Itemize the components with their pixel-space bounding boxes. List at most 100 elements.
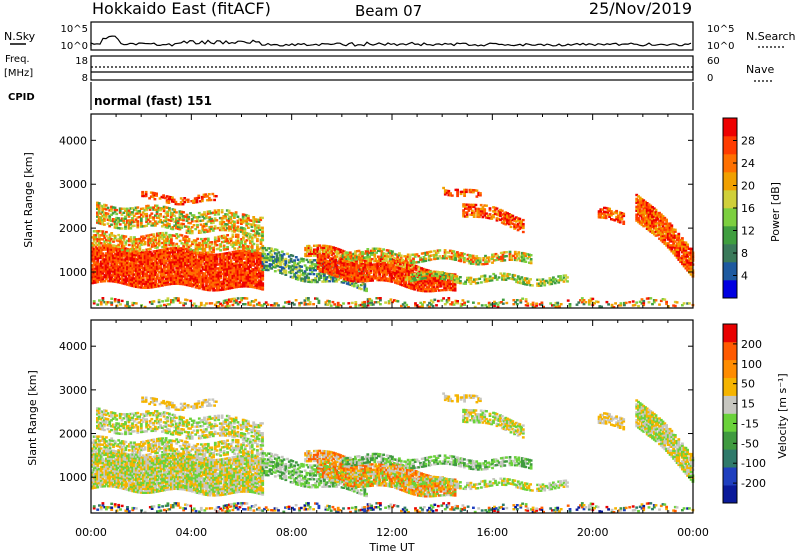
echo-cell: [205, 260, 208, 264]
echo-cell: [383, 275, 387, 278]
echo-cell: [411, 283, 415, 287]
echo-cell: [133, 255, 136, 258]
echo-cell: [199, 275, 203, 278]
echo-cell: [254, 262, 258, 266]
echo-cell: [168, 261, 172, 264]
echo-cell: [129, 256, 133, 260]
echo-cell: [256, 269, 259, 272]
echo-cell: [316, 261, 320, 265]
echo-cell: [164, 277, 168, 280]
echo-cell: [183, 197, 187, 200]
echo-cell: [108, 254, 112, 257]
echo-cell: [406, 253, 410, 256]
echo-cell: [369, 261, 372, 265]
echo-cell: [385, 269, 388, 272]
echo-cell: [157, 206, 161, 210]
echo-cell: [217, 269, 221, 272]
echo-cell: [307, 260, 310, 264]
echo-cell: [175, 260, 179, 264]
echo-cell: [166, 251, 170, 254]
echo-cell: [242, 238, 245, 241]
echo-cell: [235, 276, 238, 279]
echo-cell: [215, 253, 219, 256]
echo-cell: [139, 207, 143, 211]
echo-cell: [213, 211, 217, 214]
echo-cell: [212, 289, 215, 292]
echo-cell: [103, 205, 106, 208]
echo-cell: [103, 276, 107, 279]
echo-cell: [201, 252, 205, 255]
echo-cell: [189, 231, 192, 235]
echo-cell: [347, 281, 351, 284]
echo-cell: [418, 272, 422, 275]
echo-cell: [358, 274, 362, 277]
echo-cell: [120, 262, 124, 265]
echo-cell: [166, 239, 170, 243]
echo-cell: [220, 286, 224, 289]
echo-cell: [387, 269, 390, 273]
echo-cell: [92, 267, 96, 271]
echo-cell: [396, 255, 400, 259]
echo-cell: [378, 247, 382, 251]
echo-cell: [208, 279, 212, 282]
echo-cell: [374, 259, 378, 263]
echo-cell: [405, 261, 408, 264]
echo-cell: [219, 243, 222, 246]
echo-cell: [91, 254, 94, 257]
echo-cell: [252, 218, 256, 221]
echo-cell: [224, 262, 228, 265]
echo-cell: [420, 267, 423, 270]
echo-cell: [94, 230, 98, 233]
echo-cell: [222, 256, 226, 259]
echo-cell: [94, 253, 98, 256]
echo-cell: [448, 280, 452, 284]
echo-cell: [159, 207, 162, 210]
echo-cell: [238, 241, 242, 245]
echo-cell: [329, 259, 332, 262]
echo-cell: [115, 265, 119, 268]
echo-cell: [110, 244, 114, 247]
echo-cell: [206, 212, 210, 215]
echo-cell: [110, 274, 114, 277]
echo-cell: [169, 227, 173, 230]
echo-cell: [424, 257, 428, 260]
echo-cell: [257, 281, 261, 284]
echo-cell: [177, 245, 180, 248]
echo-cell: [350, 279, 353, 282]
echo-cell: [184, 261, 187, 265]
echo-cell: [175, 274, 179, 277]
echo-cell: [159, 214, 162, 218]
echo-cell: [201, 260, 205, 263]
echo-cell: [168, 207, 171, 210]
echo-cell: [180, 271, 184, 274]
echo-cell: [327, 255, 330, 258]
echo-cell: [138, 245, 142, 249]
echo-cell: [334, 268, 338, 272]
echo-cell: [163, 241, 166, 245]
echo-cell: [243, 240, 247, 243]
echo-cell: [94, 251, 98, 254]
freq-frame: [90, 55, 694, 81]
echo-cell: [154, 257, 157, 261]
echo-cell: [133, 283, 136, 286]
echo-cell: [341, 263, 345, 266]
echo-cell: [113, 236, 117, 240]
echo-cell: [105, 260, 108, 263]
echo-cell: [148, 220, 152, 223]
echo-cell: [169, 198, 173, 201]
echo-cell: [187, 272, 191, 275]
echo-cell: [163, 239, 166, 243]
echo-cell: [332, 252, 336, 255]
echo-cell: [166, 275, 170, 278]
echo-cell: [397, 272, 401, 276]
echo-cell: [176, 203, 180, 206]
echo-cell: [168, 209, 171, 212]
echo-cell: [334, 261, 338, 264]
echo-cell: [103, 280, 107, 283]
echo-cell: [148, 197, 151, 200]
echo-cell: [243, 231, 247, 234]
echo-cell: [127, 213, 131, 216]
echo-cell: [166, 206, 169, 209]
echo-cell: [124, 273, 128, 276]
echo-cell: [254, 232, 257, 235]
